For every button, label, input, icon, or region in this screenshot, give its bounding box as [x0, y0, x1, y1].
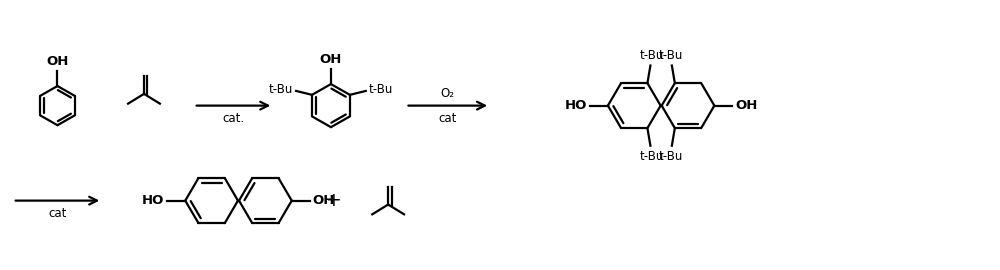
Text: cat: cat: [48, 207, 67, 221]
Text: O₂: O₂: [441, 87, 455, 100]
Text: +: +: [326, 191, 341, 210]
Text: OH: OH: [320, 53, 342, 66]
Text: HO: HO: [565, 99, 587, 112]
Text: t-Bu: t-Bu: [639, 150, 664, 163]
Text: OH: OH: [735, 99, 758, 112]
Text: t-Bu: t-Bu: [369, 83, 393, 96]
Text: OH: OH: [313, 194, 335, 207]
Text: t-Bu: t-Bu: [639, 49, 664, 62]
Text: t-Bu: t-Bu: [659, 150, 683, 163]
Text: cat: cat: [439, 113, 457, 126]
Text: t-Bu: t-Bu: [659, 49, 683, 62]
Text: cat.: cat.: [222, 113, 245, 126]
Text: OH: OH: [46, 55, 69, 68]
Text: t-Bu: t-Bu: [269, 83, 293, 96]
Text: HO: HO: [142, 194, 164, 207]
